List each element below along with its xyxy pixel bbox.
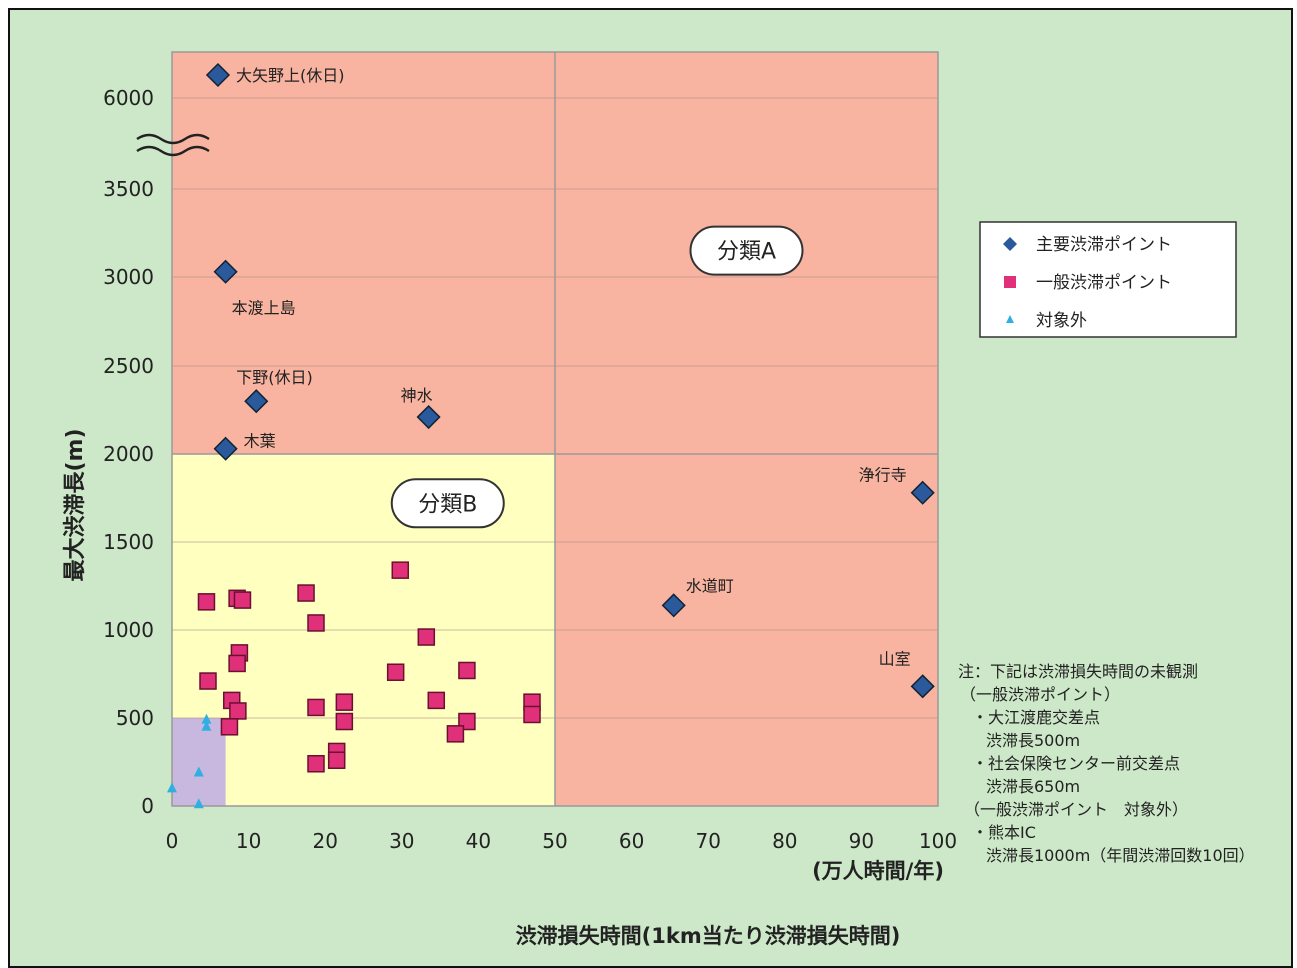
x-tick-label: 0 — [166, 829, 179, 853]
note-line: （一般渋滞ポイント） — [960, 685, 1120, 704]
point-general-18 — [307, 755, 325, 773]
point-excluded-4 — [193, 798, 204, 809]
x-tick-label: 100 — [919, 829, 957, 853]
x-axis-unit: (万人時間/年) — [812, 859, 944, 883]
point-general-5 — [391, 561, 410, 579]
point-general-20 — [427, 691, 446, 710]
point-major-0 — [205, 62, 231, 88]
y-tick-label: 3500 — [103, 177, 154, 201]
scatter-chart: 0 500 1000 1500 2000 2500 3000 3500 6000 0 10 20 30 4… — [62, 51, 1255, 948]
point-general-21 — [458, 661, 476, 680]
legend-label: 対象外 — [1036, 311, 1087, 331]
point-major-7 — [910, 674, 935, 699]
x-tick-label: 30 — [389, 829, 414, 853]
note-line: ・大江渡鹿交差点 — [972, 708, 1100, 727]
point-excluded-0 — [201, 713, 212, 724]
x-tick-label: 10 — [236, 829, 261, 853]
note-line: 渋滞長650m — [986, 777, 1080, 796]
point-label: 木葉 — [244, 432, 276, 451]
point-major-3 — [416, 404, 441, 430]
point-general-13 — [307, 698, 325, 717]
point-label: 下野(休日) — [236, 368, 313, 387]
region-3 — [172, 718, 226, 806]
x-tick-label: 50 — [542, 829, 567, 853]
legend-triangle-icon — [1006, 315, 1014, 323]
note-line: 注：下記は渋滞損失時間の未観測 — [958, 662, 1198, 681]
point-label: 山室 — [879, 649, 911, 668]
point-excluded-3 — [167, 782, 177, 793]
region-label-text: 分類A — [717, 240, 776, 265]
point-label: 大矢野上(休日) — [236, 66, 345, 85]
region-label-box-1 — [390, 478, 505, 529]
legend-diamond-icon — [1003, 237, 1017, 251]
point-general-25 — [523, 705, 541, 724]
point-excluded-2 — [193, 766, 204, 777]
axis-break-bottom — [136, 145, 210, 157]
x-tick-label: 20 — [312, 829, 337, 853]
legend-label: 主要渋滞ポイント — [1036, 235, 1172, 255]
y-tick-label: 1500 — [103, 530, 154, 554]
point-major-6 — [661, 593, 686, 618]
legend-box — [979, 221, 1237, 338]
x-axis-title: 渋滞損失時間(1km当たり渋滞損失時間) — [516, 924, 901, 948]
y-tick-label: 2000 — [103, 442, 154, 466]
point-general-12 — [220, 718, 239, 736]
point-major-5 — [910, 480, 935, 505]
point-excluded-1 — [201, 720, 212, 731]
chart-frame: 0 500 1000 1500 2000 2500 3000 3500 6000 0 10 20 30 4… — [8, 8, 1293, 968]
point-general-11 — [229, 702, 247, 720]
point-major-1 — [213, 259, 238, 284]
y-tick-label: 3000 — [103, 265, 154, 289]
note-line: ・熊本IC — [972, 823, 1036, 842]
point-general-17 — [327, 751, 346, 769]
point-general-6 — [417, 628, 436, 646]
point-general-14 — [335, 693, 354, 711]
point-major-4 — [213, 436, 238, 461]
note-line: ・社会保険センター前交差点 — [972, 754, 1180, 773]
point-label: 本渡上島 — [232, 299, 296, 318]
note-line: （一般渋滞ポイント 対象外） — [964, 800, 1188, 819]
x-tick-label: 70 — [695, 829, 720, 853]
note-line: 渋滞長500m — [986, 731, 1080, 750]
point-general-0 — [197, 593, 216, 611]
y-tick-label: 0 — [141, 794, 154, 818]
point-label: 浄行寺 — [859, 466, 907, 485]
point-general-23 — [446, 725, 465, 743]
legend-square-icon — [1004, 276, 1016, 288]
point-general-3 — [297, 584, 315, 602]
x-tick-label: 60 — [619, 829, 644, 853]
y-axis-title: 最大渋滞長(m) — [62, 428, 88, 581]
y-tick-label: 1000 — [103, 618, 154, 642]
point-general-19 — [386, 663, 405, 681]
plot-border — [171, 51, 939, 807]
point-general-9 — [228, 654, 246, 673]
region-label-text: 分類B — [418, 492, 477, 517]
point-general-15 — [335, 712, 354, 731]
region-label-box-0 — [689, 225, 804, 276]
point-general-4 — [307, 614, 325, 632]
legend-label: 一般渋滞ポイント — [1036, 273, 1172, 293]
point-general-2 — [233, 591, 252, 609]
point-label: 神水 — [401, 386, 433, 405]
point-label: 水道町 — [686, 576, 734, 595]
x-tick-label: 40 — [466, 829, 491, 853]
point-general-7 — [199, 672, 217, 690]
axis-break-top — [136, 133, 210, 145]
y-tick-label: 500 — [116, 706, 154, 730]
y-tick-label: 6000 — [103, 86, 154, 110]
note-line: 渋滞長1000m（年間渋滞回数10回） — [986, 846, 1255, 865]
point-major-2 — [244, 389, 269, 414]
y-tick-label: 2500 — [103, 354, 154, 378]
x-tick-label: 90 — [849, 829, 874, 853]
x-tick-label: 80 — [772, 829, 797, 853]
